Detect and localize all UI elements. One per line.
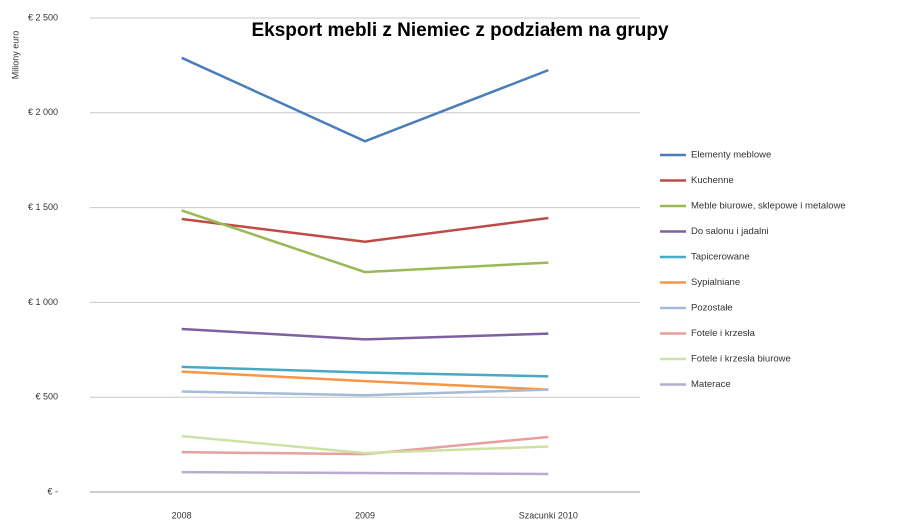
- x-tick-label: 2008: [172, 510, 192, 520]
- chart-title: Eksport mebli z Niemiec z podziałem na g…: [251, 20, 668, 41]
- y-tick-label: € 2 500: [28, 12, 58, 22]
- series-line: [181, 388, 549, 397]
- legend-label: Tapicerowane: [691, 252, 750, 263]
- legend-label: Fotele i krzesła biurowe: [691, 354, 791, 365]
- series-line: [181, 365, 549, 378]
- series-line: [181, 434, 549, 455]
- y-tick-label: € -: [47, 486, 58, 496]
- legend-label: Sypialniane: [691, 277, 740, 288]
- legend-label: Pozostałe: [691, 303, 733, 314]
- series-line: [181, 435, 549, 456]
- y-tick-label: € 1 000: [28, 297, 58, 307]
- series-line: [181, 56, 549, 143]
- x-tick-label: Szacunki 2010: [519, 510, 578, 520]
- series-line: [181, 470, 549, 476]
- legend-label: Materace: [691, 379, 731, 390]
- series-line: [181, 216, 549, 243]
- series-line: [181, 370, 549, 391]
- legend-label: Elementy meblowe: [691, 150, 771, 161]
- legend-label: Meble biurowe, sklepowe i metalowe: [691, 201, 846, 212]
- y-tick-label: € 500: [35, 392, 58, 402]
- y-tick-label: € 1 500: [28, 202, 58, 212]
- y-axis-label: Miliony euro: [10, 31, 20, 80]
- legend-label: Do salonu i jadalni: [691, 226, 769, 237]
- y-tick-label: € 2 000: [28, 107, 58, 117]
- x-tick-label: 2009: [355, 510, 375, 520]
- legend-label: Kuchenne: [691, 175, 734, 186]
- legend-label: Fotele i krzesła: [691, 328, 756, 339]
- series-line: [181, 209, 549, 274]
- series-line: [181, 327, 549, 341]
